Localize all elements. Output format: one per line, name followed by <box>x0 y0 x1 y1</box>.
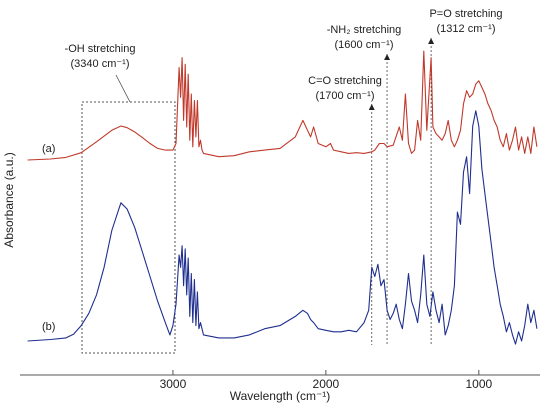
annotation-lines <box>368 38 435 345</box>
annotation-co-line2: (1700 cm⁻¹) <box>316 90 375 102</box>
series-group <box>27 50 538 345</box>
x-tick-label: 1000 <box>465 377 492 391</box>
x-ticks: 3000 2000 1000 <box>160 370 492 391</box>
x-axis-title: Wavelength (cm⁻¹) <box>230 389 331 403</box>
annotation-nh2-line1: -NH₂ stretching <box>327 24 402 36</box>
series-label-a: (a) <box>42 143 55 155</box>
x-tick-label: 2000 <box>313 377 340 391</box>
annotation-arrowhead <box>368 104 375 110</box>
annotation-po-line2: (1312 cm⁻¹) <box>437 23 496 35</box>
oh-annotation-leader <box>115 74 131 103</box>
annotation-oh-line2: (3340 cm⁻¹) <box>71 58 130 70</box>
x-tick-label: 3000 <box>160 377 187 391</box>
annotation-oh-line1: -OH stretching <box>65 43 136 55</box>
series-label-b: (b) <box>42 321 55 333</box>
annotation-co-line1: C=O stretching <box>308 75 382 87</box>
annotation-arrowhead <box>428 38 435 44</box>
annotation-arrowhead <box>384 54 391 60</box>
series-line-a <box>27 50 538 161</box>
oh-highlight-box <box>81 101 176 354</box>
annotation-po-line1: P=O stretching <box>429 8 502 20</box>
y-axis-title: Absorbance (a.u.) <box>2 152 16 247</box>
series-line-b <box>27 110 538 345</box>
annotation-nh2-line2: (1600 cm⁻¹) <box>335 39 394 51</box>
